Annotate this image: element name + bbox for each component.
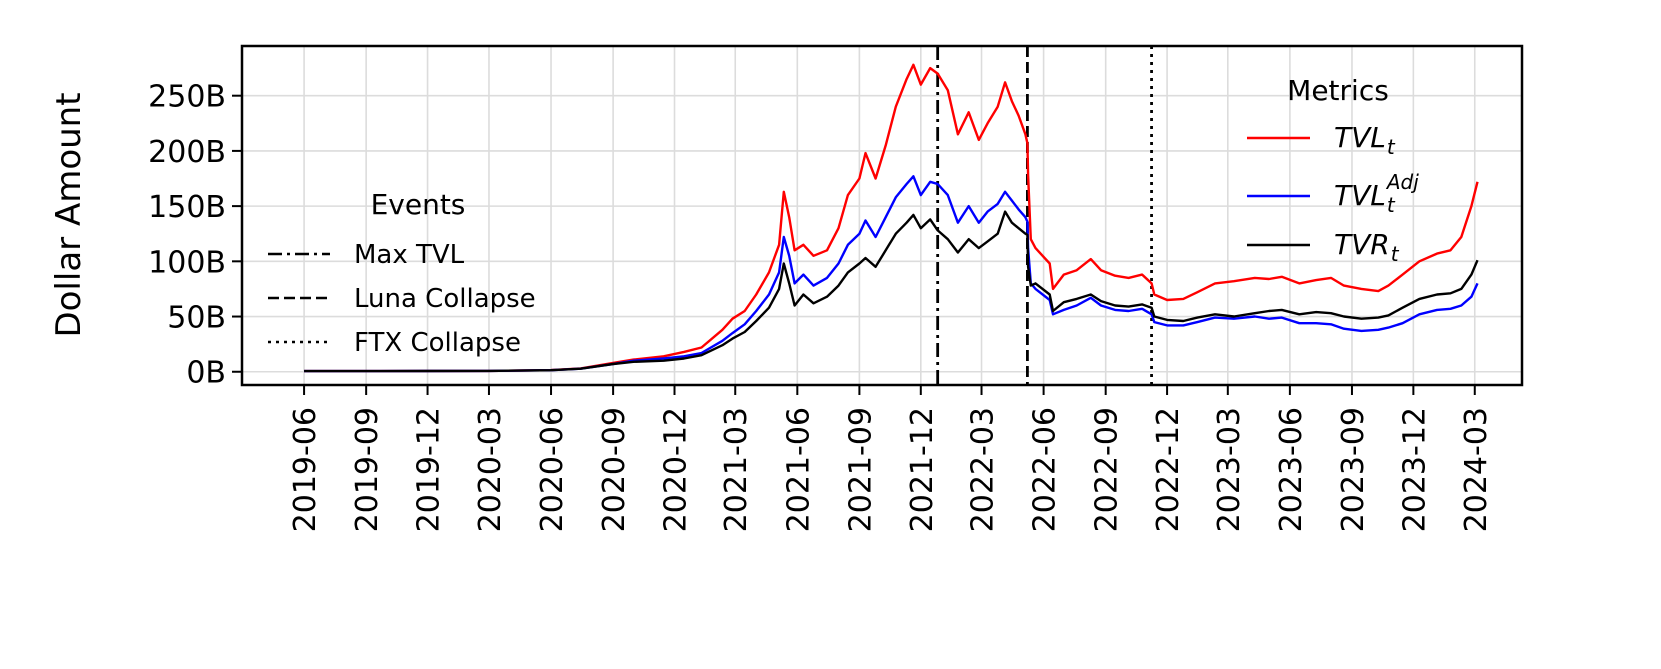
x-tick-label: 2023-12: [1397, 407, 1432, 532]
x-tick-label: 2020-03: [473, 407, 508, 532]
y-tick-label: 150B: [148, 190, 226, 225]
events-legend-label: Luna Collapse: [354, 284, 536, 314]
event-lines: [936, 46, 1153, 385]
x-tick-label: 2020-06: [535, 407, 570, 532]
series-line-2: [304, 175, 1479, 373]
x-tick-label: 2020-09: [597, 407, 632, 532]
x-tick-label: 2023-09: [1336, 407, 1371, 532]
x-axis: 2019-06 2019-09 2019-12 2020-03 2020-06 2020-…: [288, 385, 1494, 532]
y-tick-label: 250B: [148, 80, 226, 115]
events-legend-title: Events: [371, 188, 466, 221]
events-legend-label: Max TVL: [354, 240, 465, 270]
x-tick-label: 2021-03: [719, 407, 754, 532]
x-tick-label: 2022-06: [1028, 407, 1063, 532]
y-tick-label: 0B: [186, 356, 226, 391]
metrics-legend-superscript: Adj: [1385, 170, 1419, 194]
x-tick-label: 2019-09: [350, 407, 385, 532]
y-tick-label: 50B: [167, 301, 226, 336]
events-legend: Events Max TVL Luna Collapse FTX Collapse: [268, 188, 536, 358]
x-tick-label: 2019-06: [288, 407, 323, 532]
series-line-1: [304, 63, 1479, 373]
metrics-legend-label: TVR: [1334, 228, 1390, 261]
x-tick-label: 2021-12: [905, 407, 940, 532]
metrics-legend-title: Metrics: [1287, 74, 1389, 107]
grid-layer: [242, 46, 1522, 385]
metrics-legend-subscript: t: [1387, 193, 1396, 217]
series-layer: [304, 63, 1479, 373]
metrics-legend-label: TVL: [1334, 121, 1386, 154]
y-axis: 0B 50B 100B 150B 200B 250B: [148, 80, 242, 391]
events-legend-label: FTX Collapse: [354, 328, 521, 358]
x-tick-label: 2021-09: [843, 407, 878, 532]
series-line-3: [304, 210, 1479, 373]
x-tick-label: 2023-03: [1212, 407, 1247, 532]
x-tick-label: 2022-09: [1090, 407, 1125, 532]
x-tick-label: 2022-12: [1151, 407, 1186, 532]
y-axis-label: Dollar Amount: [49, 92, 89, 337]
x-tick-label: 2020-12: [659, 407, 694, 532]
x-tick-label: 2019-12: [412, 407, 447, 532]
plot-frame: [240, 44, 1524, 387]
x-tick-label: 2022-03: [966, 407, 1001, 532]
metrics-legend-subscript: t: [1387, 135, 1396, 159]
x-tick-label: 2023-06: [1274, 407, 1309, 532]
x-tick-label: 2024-03: [1459, 407, 1494, 532]
metrics-legend-subscript: t: [1391, 242, 1400, 266]
metrics-legend-label: TVL: [1334, 179, 1386, 212]
x-tick-label: 2021-06: [781, 407, 816, 532]
y-tick-label: 100B: [148, 245, 226, 280]
y-tick-label: 200B: [148, 135, 226, 170]
